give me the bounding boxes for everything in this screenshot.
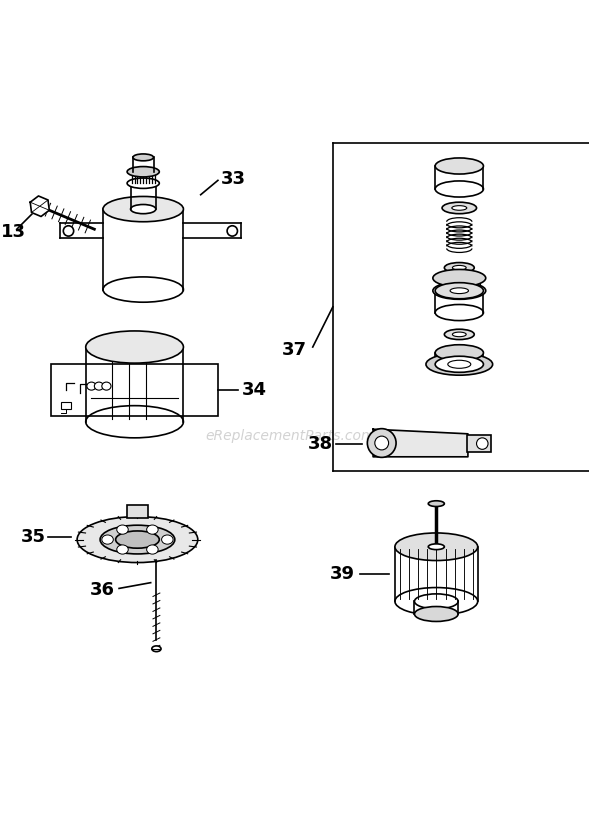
Ellipse shape [435, 344, 483, 361]
Ellipse shape [433, 282, 486, 300]
Ellipse shape [102, 535, 113, 544]
Ellipse shape [435, 305, 483, 320]
Bar [61, 402, 71, 409]
Text: 35: 35 [21, 527, 45, 546]
Ellipse shape [103, 196, 183, 222]
Ellipse shape [116, 531, 159, 548]
Bar [467, 435, 491, 453]
Ellipse shape [433, 270, 486, 287]
Ellipse shape [435, 283, 483, 299]
Text: 33: 33 [221, 170, 246, 188]
Ellipse shape [130, 205, 156, 214]
Ellipse shape [368, 428, 396, 458]
Ellipse shape [395, 533, 478, 561]
Ellipse shape [375, 436, 389, 450]
Ellipse shape [87, 382, 96, 390]
Ellipse shape [414, 594, 458, 609]
Text: 34: 34 [242, 381, 267, 399]
Ellipse shape [162, 535, 173, 544]
Ellipse shape [127, 166, 159, 177]
Ellipse shape [450, 288, 468, 294]
Ellipse shape [395, 587, 478, 615]
Ellipse shape [444, 329, 474, 339]
Ellipse shape [452, 206, 467, 210]
Ellipse shape [453, 265, 466, 270]
Ellipse shape [102, 382, 111, 390]
Ellipse shape [152, 646, 161, 651]
Ellipse shape [477, 438, 488, 449]
Ellipse shape [86, 406, 183, 438]
Ellipse shape [426, 354, 493, 375]
Ellipse shape [414, 607, 458, 622]
Ellipse shape [435, 356, 483, 373]
Ellipse shape [444, 263, 474, 273]
Ellipse shape [442, 202, 477, 214]
Ellipse shape [227, 225, 237, 236]
Text: 36: 36 [90, 581, 115, 598]
Bar [127, 505, 148, 518]
Ellipse shape [147, 545, 158, 554]
Ellipse shape [133, 168, 153, 176]
Ellipse shape [428, 501, 444, 507]
Ellipse shape [103, 277, 183, 302]
Ellipse shape [86, 331, 183, 363]
Ellipse shape [77, 517, 198, 562]
Ellipse shape [100, 525, 175, 554]
Ellipse shape [147, 525, 158, 534]
Text: 39: 39 [330, 565, 355, 583]
Text: 38: 38 [308, 434, 333, 453]
Ellipse shape [117, 525, 128, 534]
Text: 37: 37 [282, 341, 307, 359]
Polygon shape [30, 196, 50, 216]
Ellipse shape [94, 382, 104, 390]
Ellipse shape [117, 545, 128, 554]
Ellipse shape [435, 181, 483, 197]
Text: eReplacementParts.com: eReplacementParts.com [205, 429, 375, 443]
Ellipse shape [435, 158, 483, 174]
Ellipse shape [133, 154, 153, 161]
Ellipse shape [127, 178, 159, 188]
Ellipse shape [428, 544, 444, 550]
Ellipse shape [453, 332, 466, 337]
Text: 13: 13 [1, 223, 27, 241]
Ellipse shape [448, 360, 471, 369]
Ellipse shape [63, 225, 74, 236]
Ellipse shape [130, 179, 156, 188]
Bar [51, 364, 218, 416]
Polygon shape [373, 429, 468, 457]
